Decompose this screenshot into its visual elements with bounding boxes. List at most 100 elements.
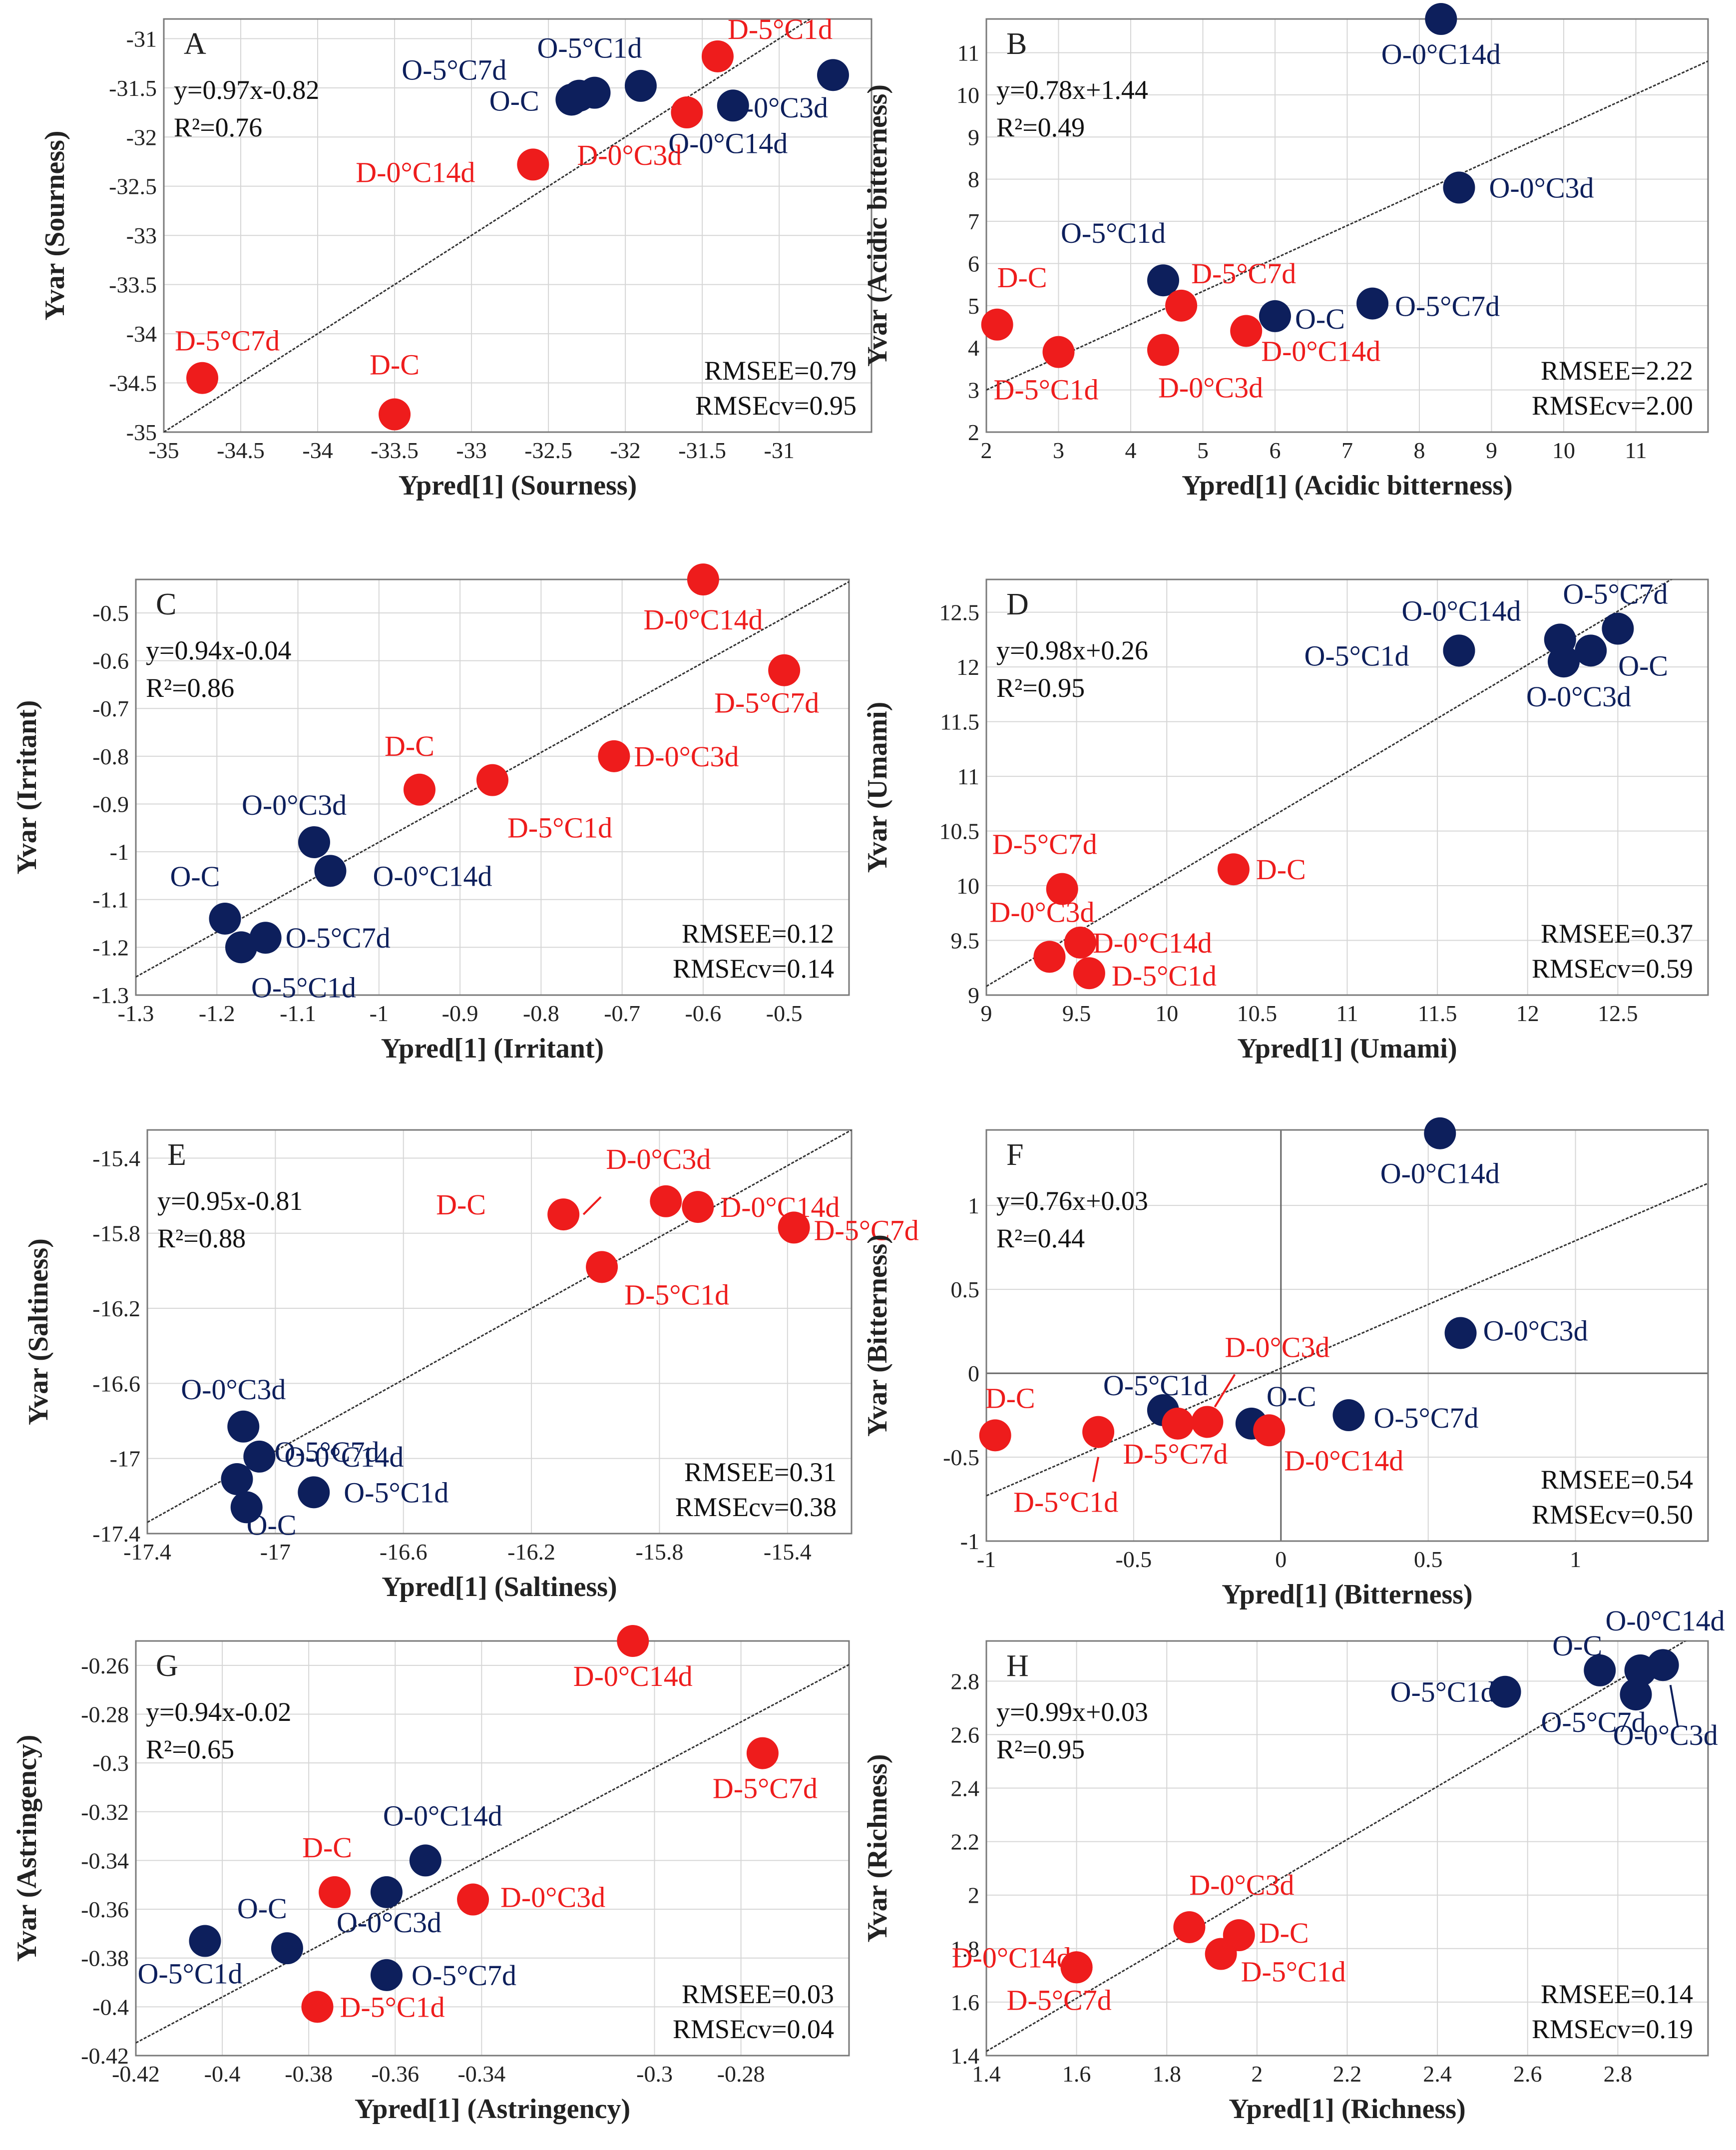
data-point (379, 398, 411, 431)
rmsecv: RMSEcv=0.04 (673, 2014, 834, 2044)
x-tick-label: 10 (1552, 438, 1575, 463)
data-point (624, 69, 657, 102)
point-label: O-C (1618, 649, 1668, 682)
x-tick-label: 6 (1270, 438, 1281, 463)
data-point (1060, 1951, 1093, 1984)
r-squared: R²=0.44 (996, 1223, 1085, 1253)
y-tick-label: 3 (968, 378, 979, 403)
data-point (1191, 1406, 1224, 1438)
x-tick-label: -33.5 (371, 438, 419, 463)
data-point (243, 1440, 276, 1473)
point-label: D-5°C7d (1191, 257, 1296, 290)
y-tick-label: 9 (968, 983, 979, 1008)
point-label: O-C (1552, 1629, 1602, 1662)
y-tick-label: 2.2 (951, 1829, 980, 1855)
y-tick-label: 2 (968, 420, 979, 445)
x-axis-label: Ypred[1] (Irritant) (381, 1033, 604, 1064)
point-label: O-5°C7d (1373, 1402, 1478, 1434)
data-point (1033, 941, 1066, 973)
data-point (671, 96, 703, 129)
x-axis-label: Ypred[1] (Saltiness) (382, 1572, 617, 1603)
r-squared: R²=0.88 (157, 1223, 246, 1253)
y-tick-label: 12.5 (939, 600, 980, 625)
data-point (370, 1876, 403, 1908)
x-tick-label: -0.9 (442, 1001, 478, 1026)
point-label: O-0°C14d (383, 1799, 502, 1832)
x-tick-label: 2.8 (1604, 2061, 1633, 2087)
x-axis-label: Ypred[1] (Bitterness) (1222, 1579, 1472, 1610)
point-label: O-C (237, 1892, 287, 1925)
point-label: D-5°C7d (714, 687, 819, 719)
point-label: D-C (436, 1188, 486, 1221)
y-tick-label: 2.4 (951, 1776, 980, 1801)
y-tick-label: 11 (957, 764, 979, 789)
point-label: D-5°C7d (814, 1214, 919, 1246)
regression-line (136, 581, 849, 978)
y-tick-label: -0.26 (81, 1653, 129, 1678)
point-label: O-0°C3d (337, 1906, 441, 1939)
data-point (271, 1932, 303, 1965)
data-point (1073, 957, 1105, 990)
rmsecv: RMSEcv=0.95 (695, 391, 857, 421)
x-tick-label: 9 (1486, 438, 1497, 463)
data-point (701, 40, 734, 72)
y-tick-label: 10.5 (939, 819, 980, 844)
y-tick-label: -32.5 (109, 174, 157, 199)
y-tick-label: 7 (968, 209, 979, 234)
y-tick-label: -0.3 (92, 1750, 129, 1776)
data-point (778, 1211, 810, 1244)
y-axis-label: Yvar (Astringency) (11, 1735, 42, 1962)
point-label: O-5°C7d (1541, 1706, 1646, 1738)
point-label: O-5°C7d (274, 1436, 379, 1468)
point-label: O-0°C14d (1380, 1157, 1500, 1190)
data-point (1647, 1649, 1679, 1681)
data-point (586, 1251, 618, 1283)
data-point (1205, 1938, 1237, 1970)
y-tick-label: 1.8 (951, 1936, 980, 1962)
data-point (817, 59, 849, 91)
y-tick-label: -0.6 (92, 648, 129, 674)
plot-frame (985, 1640, 1709, 2057)
point-label: D-0°C14d (356, 156, 475, 188)
leader-line (582, 1196, 602, 1215)
x-tick-label: 4 (1125, 438, 1137, 463)
data-point (1443, 171, 1475, 204)
point-label: D-5°C1d (1241, 1956, 1346, 1988)
y-tick-label: 0.5 (951, 1277, 980, 1302)
data-point (1620, 1678, 1652, 1711)
x-tick-label: 5 (1197, 438, 1209, 463)
x-tick-label: 11 (1336, 1001, 1358, 1026)
data-point (981, 308, 1013, 341)
data-point (225, 931, 257, 964)
x-tick-label: -0.42 (112, 2061, 160, 2087)
y-tick-label: 6 (968, 251, 979, 276)
data-point (1165, 289, 1198, 322)
y-tick-label: 1 (968, 1193, 979, 1218)
regression-line (136, 1664, 849, 2044)
data-point (1046, 873, 1078, 905)
x-tick-label: -33 (456, 438, 486, 463)
data-point (682, 1191, 714, 1223)
data-point (298, 826, 330, 858)
point-label: D-C (997, 261, 1047, 294)
data-point (1602, 612, 1634, 645)
point-label: O-0°C14d (1606, 1605, 1725, 1637)
y-tick-label: 9.5 (951, 928, 980, 954)
point-label: O-0°C3d (1489, 172, 1594, 204)
x-tick-label: -0.28 (717, 2061, 765, 2087)
regression-equation: y=0.76x+0.03 (996, 1186, 1148, 1216)
data-point (221, 1463, 253, 1496)
y-tick-label: -31 (126, 26, 157, 51)
plot-frame (985, 1129, 1709, 1542)
point-label: O-0°C14d (284, 1441, 404, 1473)
leader-line (1669, 1684, 1679, 1728)
rmsee: RMSEE=0.31 (684, 1457, 837, 1487)
y-tick-label: -0.34 (81, 1848, 129, 1873)
x-tick-label: 0 (1275, 1547, 1287, 1572)
rmsecv: RMSEcv=0.14 (673, 954, 834, 984)
point-label: D-0°C3d (1189, 1869, 1294, 1901)
x-tick-label: -32.5 (524, 438, 572, 463)
rmsecv: RMSEcv=0.50 (1532, 1500, 1693, 1530)
y-tick-label: -31.5 (109, 75, 157, 101)
plot-frame (985, 578, 1709, 996)
